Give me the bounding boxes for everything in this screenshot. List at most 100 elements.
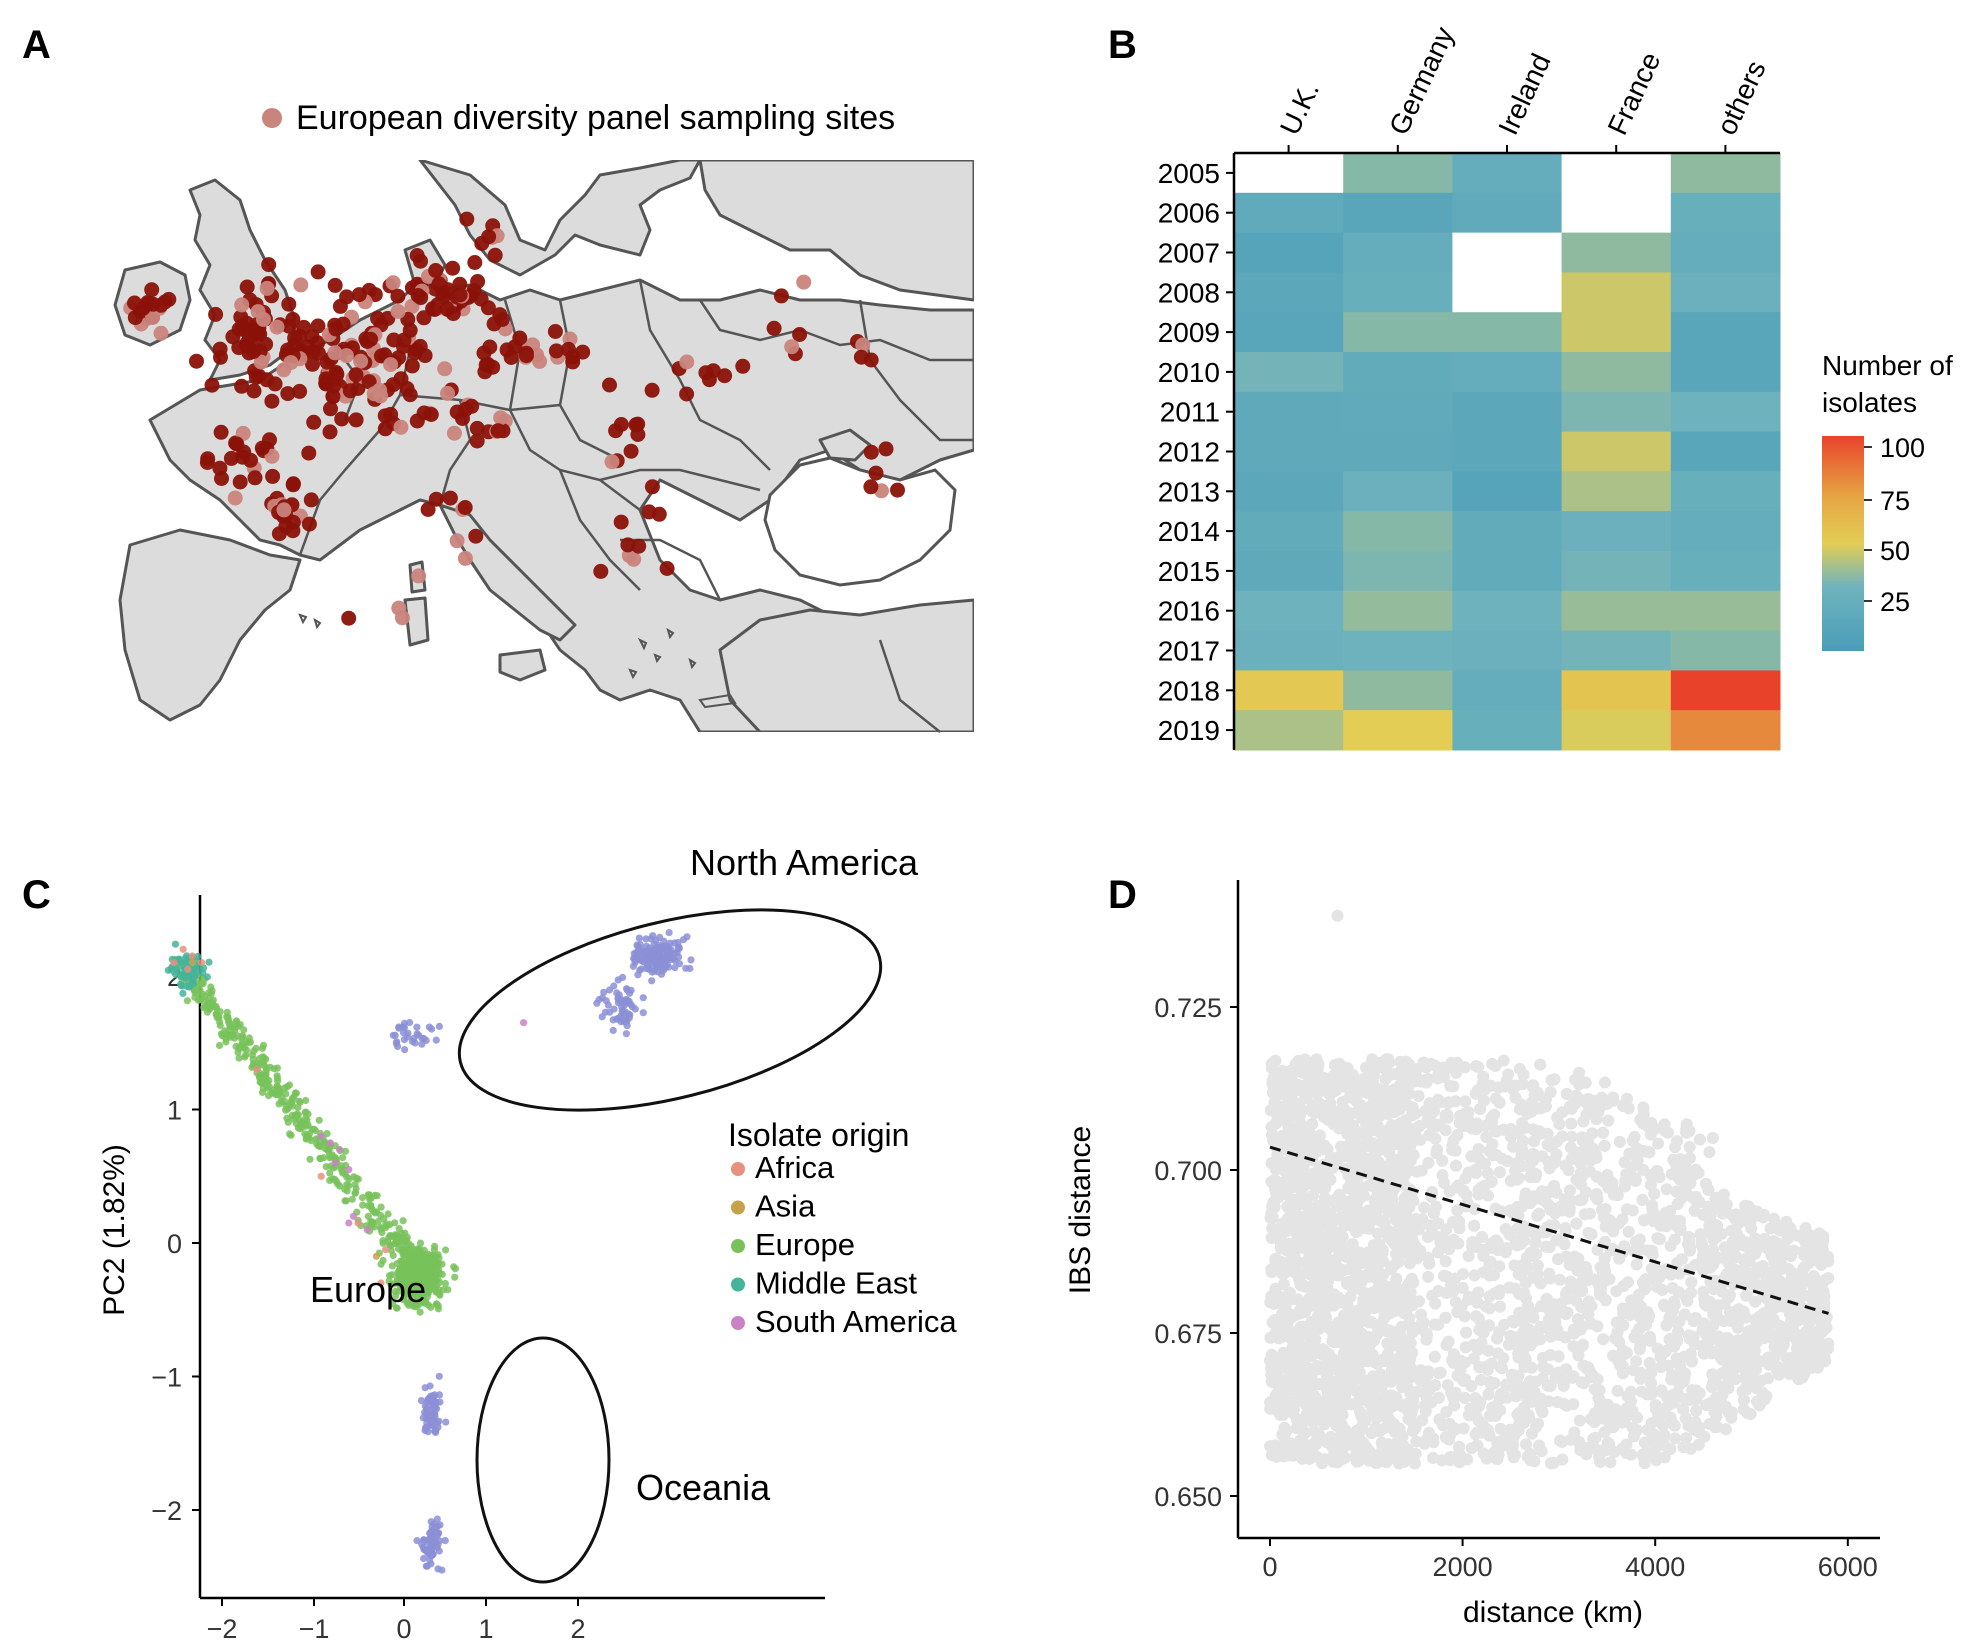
pca-point-north-america bbox=[619, 1016, 627, 1024]
pca-point-europe bbox=[235, 1054, 243, 1062]
pca-point-europe bbox=[419, 1258, 427, 1267]
heatmap-year-label: 2017 bbox=[1158, 636, 1220, 667]
heatmap-cell bbox=[1234, 272, 1344, 313]
pca-point-oceania bbox=[435, 1417, 443, 1425]
legend-label-africa: Africa bbox=[755, 1150, 835, 1185]
pca-point-europe bbox=[315, 1116, 323, 1124]
pca-point-europe bbox=[200, 1004, 208, 1012]
pca-point-north-america bbox=[660, 962, 668, 970]
heatmap-cell bbox=[1234, 312, 1344, 353]
pca-point-europe bbox=[426, 1266, 434, 1274]
pca-point-europe bbox=[326, 1154, 334, 1162]
sampling-site-dot bbox=[285, 311, 301, 327]
heatmap-cell bbox=[1452, 471, 1563, 512]
pca-point-north-america bbox=[609, 1026, 617, 1034]
legend-label-middle-east: Middle East bbox=[755, 1266, 917, 1301]
pca-point-north-america bbox=[675, 953, 683, 961]
legend-label-europe: Europe bbox=[755, 1227, 855, 1262]
heatmap-cell bbox=[1452, 431, 1563, 472]
sampling-site-dot bbox=[231, 321, 247, 337]
pca-point-europe bbox=[444, 1286, 452, 1294]
map-legend-label: European diversity panel sampling sites bbox=[296, 99, 895, 137]
pca-y-tick-label: −2 bbox=[151, 1496, 182, 1526]
sampling-site-dot bbox=[518, 348, 534, 364]
heatmap-country-label: U.K. bbox=[1274, 77, 1325, 139]
heatmap-cell bbox=[1452, 551, 1563, 592]
heatmap-cell bbox=[1452, 630, 1563, 671]
sampling-site-dot bbox=[261, 257, 277, 273]
ibs-point bbox=[1553, 1273, 1566, 1286]
pca-point-north-america bbox=[629, 962, 638, 970]
pca-point-europe bbox=[434, 1302, 442, 1310]
pca-point-north-america bbox=[687, 956, 695, 964]
heatmap-cell bbox=[1670, 471, 1781, 512]
pca-point-europe bbox=[222, 1038, 230, 1046]
colorbar bbox=[1822, 436, 1864, 651]
pca-point-oceania bbox=[429, 1540, 437, 1549]
pca-point-europe bbox=[215, 1041, 224, 1050]
pca-point-oceania bbox=[432, 1428, 440, 1436]
sampling-site-dot bbox=[383, 357, 399, 373]
sampling-site-dot bbox=[243, 452, 258, 468]
pca-point-north-america bbox=[404, 1029, 412, 1037]
sampling-site-dot bbox=[623, 443, 639, 459]
sampling-site-dot bbox=[232, 474, 248, 490]
pca-point-north-america bbox=[670, 939, 679, 947]
sampling-site-dot bbox=[293, 277, 309, 293]
pca-point-europe bbox=[414, 1248, 422, 1257]
pca-point-europe bbox=[398, 1274, 406, 1282]
pca-point-north-america bbox=[601, 1008, 610, 1016]
sampling-site-dot bbox=[428, 263, 444, 278]
pca-point-middle-east bbox=[164, 966, 172, 974]
pca-point-oceania bbox=[431, 1391, 439, 1399]
pca-point-europe bbox=[359, 1201, 367, 1209]
sampling-site-dot bbox=[306, 414, 322, 430]
heatmap-cell bbox=[1234, 511, 1344, 552]
pca-point-oceania bbox=[421, 1384, 429, 1392]
sampling-site-dot bbox=[239, 279, 255, 295]
pca-point-north-america bbox=[632, 949, 640, 957]
pca-point-oceania bbox=[426, 1556, 434, 1564]
heatmap-cell bbox=[1561, 670, 1672, 711]
pca-point-europe bbox=[367, 1201, 375, 1209]
pca-point-europe bbox=[233, 1032, 241, 1040]
sampling-site-dot bbox=[890, 482, 905, 498]
black-sea bbox=[763, 456, 957, 587]
pca-point-europe bbox=[409, 1268, 417, 1276]
pca-point-africa bbox=[188, 952, 196, 960]
pca-point-europe bbox=[405, 1240, 413, 1248]
sampling-site-dot bbox=[281, 296, 297, 312]
pca-point-europe bbox=[209, 996, 217, 1004]
sampling-site-dot bbox=[407, 345, 423, 361]
pca-point-europe bbox=[395, 1233, 403, 1242]
pca-y-tick-label: −1 bbox=[151, 1363, 182, 1393]
ibs-point bbox=[1462, 1250, 1475, 1263]
pca-point-north-america bbox=[665, 929, 673, 937]
sampling-site-dot bbox=[404, 358, 420, 374]
heatmap-cell bbox=[1452, 670, 1563, 711]
sampling-site-dot bbox=[189, 353, 204, 369]
pca-point-europe bbox=[401, 1252, 409, 1260]
pca-point-europe bbox=[302, 1108, 310, 1116]
iberian-peninsula bbox=[118, 528, 302, 722]
legend-swatch-middle-east bbox=[731, 1277, 745, 1292]
pca-point-europe bbox=[373, 1192, 381, 1200]
ibs-point bbox=[1403, 1312, 1416, 1325]
pca-point-africa bbox=[198, 959, 206, 967]
aegean-islands bbox=[298, 613, 737, 709]
sampling-site-dot bbox=[679, 386, 695, 402]
cluster-label-north-america: North America bbox=[690, 842, 919, 883]
heatmap-year-label: 2009 bbox=[1158, 317, 1220, 348]
sampling-site-dot bbox=[264, 393, 280, 409]
sampling-site-dot bbox=[565, 349, 581, 365]
pca-point-north-america bbox=[394, 1042, 402, 1051]
sampling-site-dot bbox=[701, 372, 717, 388]
sampling-site-dot bbox=[385, 275, 401, 291]
sampling-site-dot bbox=[323, 401, 338, 417]
sampling-site-dot bbox=[602, 377, 617, 393]
heatmap-cell bbox=[1343, 551, 1453, 592]
ibs-point bbox=[1611, 1384, 1624, 1397]
